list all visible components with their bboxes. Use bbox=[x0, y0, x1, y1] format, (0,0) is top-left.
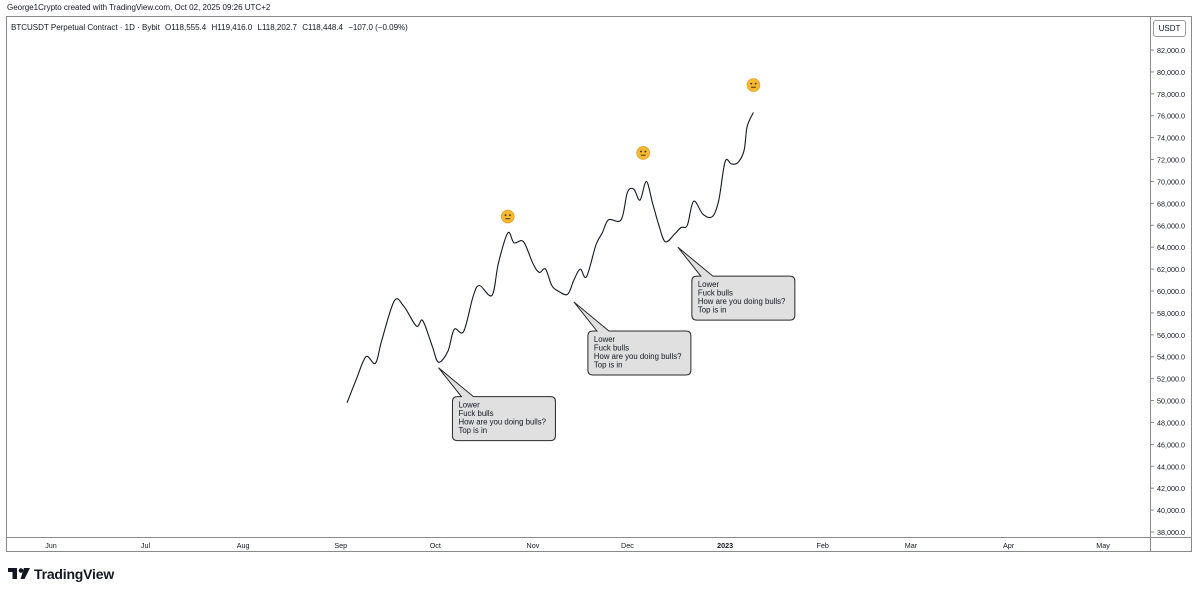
price-tick-label: 70,000.0 bbox=[1157, 177, 1185, 186]
time-tick-label: Jul bbox=[141, 541, 151, 550]
callout-text-line: How are you doing bulls? bbox=[594, 352, 682, 361]
callout-text-line: Top is in bbox=[458, 426, 487, 435]
time-tick-label: Aug bbox=[237, 541, 250, 550]
price-tick-label: 82,000.0 bbox=[1157, 46, 1185, 55]
price-tick-label: 68,000.0 bbox=[1157, 199, 1185, 208]
time-tick-label: May bbox=[1096, 541, 1110, 550]
price-tick-label: 42,000.0 bbox=[1157, 484, 1185, 493]
price-tick-label: 54,000.0 bbox=[1157, 353, 1185, 362]
callout-bubble bbox=[573, 301, 692, 376]
callout-text-line: Fuck bulls bbox=[698, 289, 733, 298]
callout-text-line: How are you doing bulls? bbox=[698, 297, 786, 306]
price-tick-label: 50,000.0 bbox=[1157, 397, 1185, 406]
callout-text-line: Lower bbox=[458, 401, 480, 410]
callout-text-line: Fuck bulls bbox=[458, 409, 493, 418]
callout-text-line: How are you doing bulls? bbox=[458, 418, 546, 427]
chart-credit: George1Crypto created with TradingView.c… bbox=[7, 3, 271, 12]
price-tick-label: 64,000.0 bbox=[1157, 243, 1185, 252]
ohlc-low: L118,202.7 bbox=[257, 23, 297, 32]
series-layer bbox=[346, 112, 754, 403]
price-axis: 82,000.0 80,000.0 78,000.0 76,000.0 74,000.0… bbox=[1150, 46, 1185, 537]
price-tick-label: 40,000.0 bbox=[1157, 506, 1185, 515]
symbol-legend: BTCUSDT Perpetual Contract · 1D · Bybit … bbox=[11, 23, 411, 32]
price-tick-label: 74,000.0 bbox=[1157, 134, 1185, 143]
neutral-face-icon[interactable] bbox=[500, 209, 515, 224]
brand-name: TradingView bbox=[34, 566, 115, 582]
time-tick-label: Dec bbox=[621, 541, 634, 550]
price-tick-label: 58,000.0 bbox=[1157, 309, 1185, 318]
price-tick-label: 78,000.0 bbox=[1157, 90, 1185, 99]
price-axis-divider bbox=[1150, 16, 1151, 552]
time-tick-label: Mar bbox=[905, 541, 918, 550]
time-tick-label: 2023 bbox=[717, 541, 733, 550]
price-tick-label: 52,000.0 bbox=[1157, 375, 1185, 384]
time-tick-label: Jun bbox=[45, 541, 57, 550]
price-tick-label: 48,000.0 bbox=[1157, 418, 1185, 427]
callout-text-line: Top is in bbox=[698, 306, 727, 315]
tradingview-logo-icon bbox=[8, 568, 30, 579]
currency-selector[interactable]: USDT bbox=[1153, 20, 1186, 37]
callout-text-line: Lower bbox=[594, 335, 616, 344]
ohlc-open: O118,555.4 bbox=[165, 23, 207, 32]
time-tick-label: Apr bbox=[1003, 541, 1015, 550]
time-tick-label: Nov bbox=[527, 541, 540, 550]
neutral-face-icon[interactable] bbox=[636, 146, 651, 160]
callout-text-line: Fuck bulls bbox=[594, 343, 629, 352]
callout-text-line: Lower bbox=[698, 280, 720, 289]
price-tick-label: 60,000.0 bbox=[1157, 287, 1185, 296]
ohlc-high: H119,416.0 bbox=[211, 23, 253, 32]
price-tick-label: 80,000.0 bbox=[1157, 68, 1185, 77]
ohlc-close: C118,448.4 bbox=[302, 23, 343, 32]
callout-bubble bbox=[438, 367, 556, 442]
time-tick-label: Oct bbox=[430, 541, 441, 550]
price-tick-label: 38,000.0 bbox=[1157, 528, 1185, 537]
price-tick-label: 44,000.0 bbox=[1157, 462, 1185, 471]
tradingview-brand[interactable]: TradingView bbox=[8, 566, 114, 582]
price-tick-label: 46,000.0 bbox=[1157, 440, 1185, 449]
chart-frame bbox=[6, 16, 1192, 552]
callout-text-line: Top is in bbox=[594, 360, 623, 369]
symbol-name[interactable]: BTCUSDT Perpetual Contract · 1D · Bybit bbox=[11, 23, 160, 32]
time-tick-label: Feb bbox=[817, 541, 829, 550]
time-axis-divider bbox=[6, 537, 1192, 538]
time-tick-label: Sep bbox=[334, 541, 347, 550]
time-axis: Jun Jul Aug Sep Oct Nov Dec 2023 Feb Mar Apr May bbox=[45, 541, 1110, 550]
price-tick-label: 76,000.0 bbox=[1157, 112, 1185, 121]
price-tick-label: 62,000.0 bbox=[1157, 265, 1185, 274]
ohlc-change: −107.0 (−0.09%) bbox=[348, 23, 408, 32]
neutral-face-icon[interactable] bbox=[746, 78, 761, 92]
price-tick-label: 72,000.0 bbox=[1157, 156, 1185, 165]
price-series-line[interactable] bbox=[346, 112, 754, 403]
price-tick-label: 66,000.0 bbox=[1157, 221, 1185, 230]
callout-bubble bbox=[677, 246, 796, 321]
price-tick-label: 56,000.0 bbox=[1157, 331, 1185, 340]
